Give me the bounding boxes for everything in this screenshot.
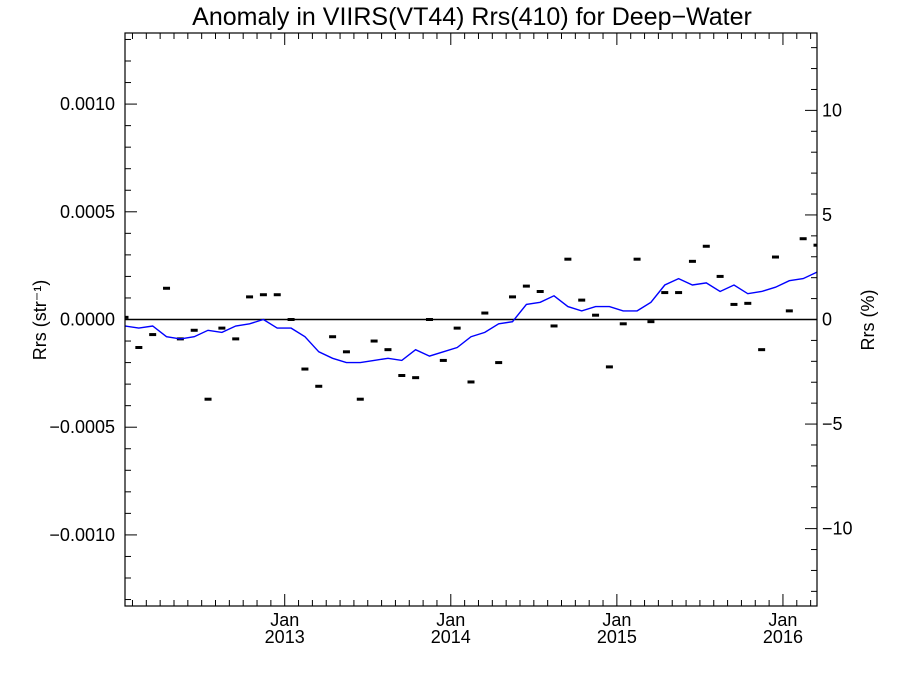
y-tick-label-left: −0.0010	[49, 525, 115, 545]
right-axis-ticks: 10 5 0 −5 −10	[805, 47, 853, 592]
y-tick-label-right: −10	[822, 519, 853, 539]
chart-title: Anomaly in VIIRS(VT44) Rrs(410) for Deep…	[192, 3, 752, 31]
x-tick-label-year: 2015	[597, 627, 637, 647]
y-tick-label-left: 0.0005	[60, 202, 115, 222]
series-line	[124, 271, 818, 364]
x-tick-label-month: Jan	[436, 610, 465, 630]
x-tick-label-year: 2016	[763, 627, 803, 647]
y-tick-label-left: 0.0010	[60, 94, 115, 114]
y-tick-label-right: 0	[822, 310, 832, 330]
y-axis-label-right: Rrs (%)	[858, 290, 878, 351]
x-tick-label-year: 2014	[431, 627, 471, 647]
x-tick-label-month: Jan	[270, 610, 299, 630]
y-tick-label-left: 0.0000	[60, 310, 115, 330]
y-tick-label-right: −5	[822, 414, 843, 434]
plot-area-frame	[124, 32, 818, 607]
left-axis-ticks: 0.0010 0.0005 0.0000 −0.0005 −0.0010	[49, 38, 137, 601]
y-tick-label-right: 10	[822, 100, 842, 120]
data-points	[125, 237, 817, 401]
y-tick-label-left: −0.0005	[49, 417, 115, 437]
x-tick-label-year: 2013	[265, 627, 305, 647]
y-axis-label-left: Rrs (str⁻¹)	[30, 280, 50, 360]
y-tick-label-right: 5	[822, 205, 832, 225]
x-tick-label-month: Jan	[768, 610, 797, 630]
x-tick-label-month: Jan	[602, 610, 631, 630]
